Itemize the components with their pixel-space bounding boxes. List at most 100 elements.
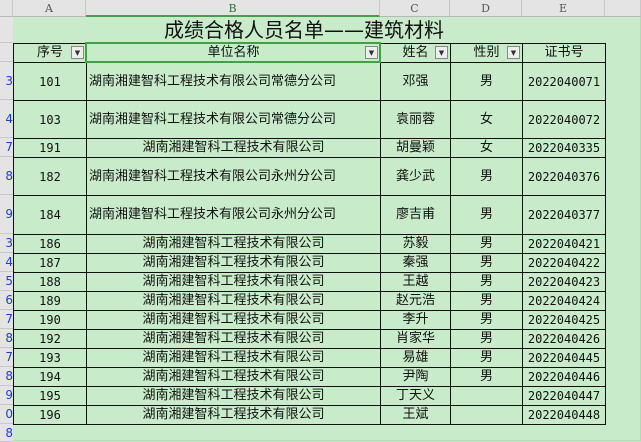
cell-name[interactable]: 袁丽蓉 <box>380 100 451 139</box>
cell-cert[interactable]: 2022040448 <box>522 405 606 425</box>
cell-name[interactable]: 易雄 <box>380 348 451 368</box>
cell-gender[interactable]: 男 <box>450 62 523 101</box>
row-header[interactable]: 4 <box>0 100 13 138</box>
cell-company[interactable]: 湖南湘建智科工程技术有限公司 <box>86 405 381 425</box>
dropdown-arrow-icon[interactable]: ▼ <box>435 46 448 59</box>
cell-cert[interactable]: 2022040425 <box>522 310 606 330</box>
header-company[interactable]: 单位名称 ▼ <box>86 43 381 63</box>
cell-name[interactable]: 龚少武 <box>380 157 451 196</box>
row-header[interactable]: 7 <box>0 348 13 367</box>
cell-name[interactable]: 赵元浩 <box>380 291 451 311</box>
cell-gender[interactable]: 男 <box>450 348 523 368</box>
dropdown-arrow-icon[interactable]: ▼ <box>507 46 520 59</box>
cell-gender[interactable]: 男 <box>450 310 523 330</box>
cell-cert[interactable]: 2022040422 <box>522 253 606 273</box>
cell-company[interactable]: 湖南湘建智科工程技术有限公司 <box>86 348 381 368</box>
dropdown-arrow-icon[interactable]: ▼ <box>71 46 84 59</box>
row-header[interactable]: 3 <box>0 234 13 253</box>
cell-seq[interactable]: 196 <box>13 405 87 425</box>
cell-company[interactable]: 湖南湘建智科工程技术有限公司 <box>86 234 381 254</box>
header-seq[interactable]: 序号 ▼ <box>13 43 87 63</box>
row-header[interactable]: 0 <box>0 405 13 424</box>
cell-company[interactable]: 湖南湘建智科工程技术有限公司常德分公司 <box>86 62 381 101</box>
cell-gender[interactable]: 女 <box>450 100 523 139</box>
cell-gender[interactable]: 男 <box>450 234 523 254</box>
cell-seq[interactable]: 101 <box>13 62 87 101</box>
row-header[interactable]: 8 <box>0 367 13 386</box>
cell-gender[interactable]: 男 <box>450 157 523 196</box>
cell-cert[interactable]: 2022040335 <box>522 138 606 158</box>
column-header-c[interactable]: C <box>380 0 450 17</box>
cell-name[interactable]: 秦强 <box>380 253 451 273</box>
cell-cert[interactable]: 2022040071 <box>522 62 606 101</box>
cell-gender[interactable]: 男 <box>450 253 523 273</box>
cell-cert[interactable]: 2022040447 <box>522 386 606 406</box>
corner-select-all[interactable] <box>0 0 13 17</box>
cell-name[interactable]: 李升 <box>380 310 451 330</box>
cell-company[interactable]: 湖南湘建智科工程技术有限公司 <box>86 386 381 406</box>
row-header[interactable]: 6 <box>0 291 13 310</box>
cell-name[interactable]: 肖家华 <box>380 329 451 349</box>
cell-gender[interactable]: 男 <box>450 195 523 235</box>
cell-company[interactable]: 湖南湘建智科工程技术有限公司永州分公司 <box>86 157 381 196</box>
cell-gender[interactable]: 女 <box>450 138 523 158</box>
cell-name[interactable]: 王斌 <box>380 405 451 425</box>
cell-cert[interactable]: 2022040424 <box>522 291 606 311</box>
cell-company[interactable]: 湖南湘建智科工程技术有限公司 <box>86 138 381 158</box>
cell-seq[interactable]: 182 <box>13 157 87 196</box>
cell-seq[interactable]: 103 <box>13 100 87 139</box>
sheet-title[interactable]: 成绩合格人员名单——建筑材料 <box>164 18 444 42</box>
cell-seq[interactable]: 194 <box>13 367 87 387</box>
header-cert[interactable]: 证书号 <box>522 43 606 63</box>
cell-name[interactable]: 廖吉甫 <box>380 195 451 235</box>
row-header[interactable]: 9 <box>0 386 13 405</box>
cell-cert[interactable]: 2022040445 <box>522 348 606 368</box>
cell-name[interactable]: 邓强 <box>380 62 451 101</box>
cell-gender[interactable]: 男 <box>450 272 523 292</box>
cell-cert[interactable]: 2022040421 <box>522 234 606 254</box>
row-header[interactable]: 5 <box>0 272 13 291</box>
cell-gender[interactable]: 男 <box>450 291 523 311</box>
cell-seq[interactable]: 189 <box>13 291 87 311</box>
cell-gender[interactable]: 男 <box>450 367 523 387</box>
column-header-b[interactable]: B <box>86 0 380 17</box>
cell-cert[interactable]: 2022040377 <box>522 195 606 235</box>
cell-company[interactable]: 湖南湘建智科工程技术有限公司常德分公司 <box>86 100 381 139</box>
row-header[interactable] <box>0 43 13 62</box>
row-header[interactable]: 8 <box>0 424 13 442</box>
cell-company[interactable]: 湖南湘建智科工程技术有限公司 <box>86 272 381 292</box>
cell-seq[interactable]: 190 <box>13 310 87 330</box>
row-header[interactable]: 9 <box>0 195 13 234</box>
header-name[interactable]: 姓名 ▼ <box>380 43 451 63</box>
cell-name[interactable]: 丁天义 <box>380 386 451 406</box>
cell-gender[interactable] <box>450 386 523 406</box>
cell-company[interactable]: 湖南湘建智科工程技术有限公司 <box>86 329 381 349</box>
column-header-e[interactable]: E <box>522 0 605 17</box>
row-header[interactable]: 8 <box>0 157 13 195</box>
row-header[interactable] <box>0 17 13 43</box>
column-header-f[interactable] <box>605 0 641 17</box>
row-header[interactable]: 8 <box>0 329 13 348</box>
empty-row[interactable] <box>13 423 641 441</box>
cell-seq[interactable]: 192 <box>13 329 87 349</box>
cell-seq[interactable]: 186 <box>13 234 87 254</box>
column-header-a[interactable]: A <box>13 0 86 17</box>
cell-company[interactable]: 湖南湘建智科工程技术有限公司 <box>86 253 381 273</box>
cell-name[interactable]: 王越 <box>380 272 451 292</box>
column-header-d[interactable]: D <box>450 0 522 17</box>
cell-cert[interactable]: 2022040423 <box>522 272 606 292</box>
cell-seq[interactable]: 195 <box>13 386 87 406</box>
cell-seq[interactable]: 187 <box>13 253 87 273</box>
cell-seq[interactable]: 193 <box>13 348 87 368</box>
cell-company[interactable]: 湖南湘建智科工程技术有限公司 <box>86 291 381 311</box>
cell-cert[interactable]: 2022040446 <box>522 367 606 387</box>
cell-name[interactable]: 苏毅 <box>380 234 451 254</box>
cell-cert[interactable]: 2022040072 <box>522 100 606 139</box>
cell-seq[interactable]: 188 <box>13 272 87 292</box>
cell-name[interactable]: 尹陶 <box>380 367 451 387</box>
row-header[interactable]: 3 <box>0 62 13 100</box>
cell-cert[interactable]: 2022040376 <box>522 157 606 196</box>
empty-column-f[interactable] <box>605 17 641 441</box>
filter-active-icon[interactable]: ▼ <box>365 46 378 59</box>
row-header[interactable]: 7 <box>0 310 13 329</box>
